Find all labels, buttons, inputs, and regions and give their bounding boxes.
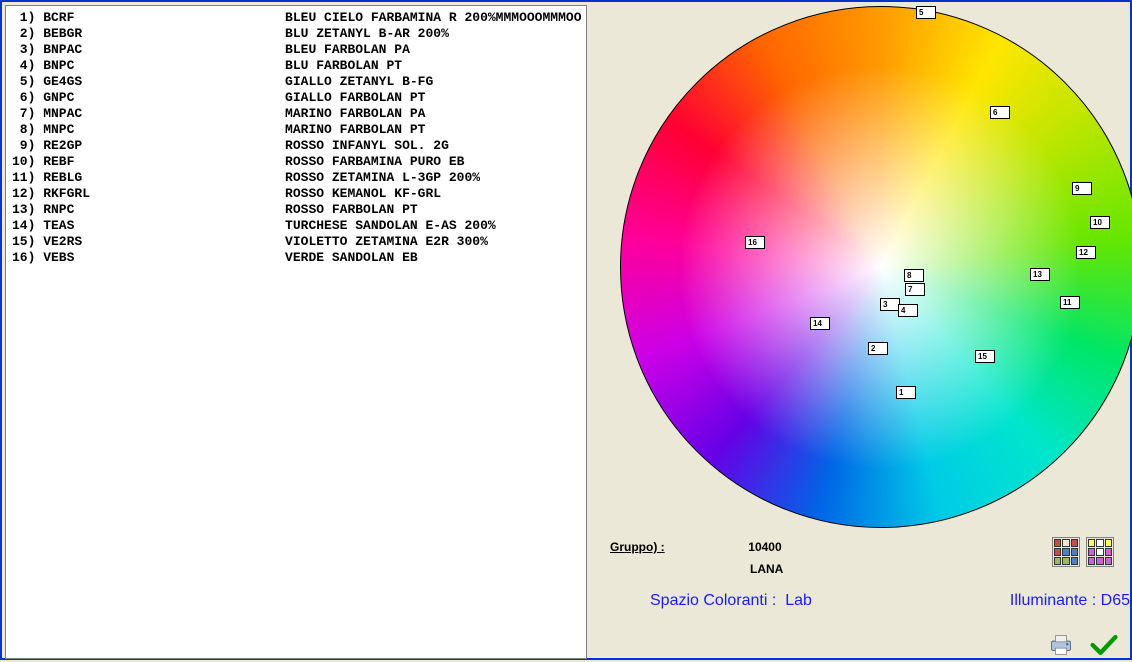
color-marker-8[interactable]: 8 [904,269,924,282]
color-list-row[interactable]: 3) BNPAC BLEU FARBOLAN PA [12,42,580,58]
color-list-row[interactable]: 7) MNPAC MARINO FARBOLAN PA [12,106,580,122]
color-list-row[interactable]: 6) GNPC GIALLO FARBOLAN PT [12,90,580,106]
color-wheel [620,6,1132,528]
color-list-row[interactable]: 8) MNPC MARINO FARBOLAN PT [12,122,580,138]
gruppo-value: 10400 [748,540,781,554]
color-list-panel: 1) BCRF BLEU CIELO FARBAMINA R 200%MMMOO… [5,5,587,659]
color-marker-4[interactable]: 4 [898,304,918,317]
color-marker-11[interactable]: 11 [1060,296,1080,309]
color-marker-9[interactable]: 9 [1072,182,1092,195]
color-list-row[interactable]: 4) BNPC BLU FARBOLAN PT [12,58,580,74]
color-space-line: Spazio Coloranti : Lab Illuminante : D65 [650,592,1130,610]
illuminante-label: Illuminante : [1010,592,1096,609]
color-list-row[interactable]: 12) RKFGRL ROSSO KEMANOL KF-GRL [12,186,580,202]
color-list-row[interactable]: 14) TEAS TURCHESE SANDOLAN E-AS 200% [12,218,580,234]
gruppo-label: Gruppo) : [610,540,665,554]
spazio-label: Spazio Coloranti : [650,592,776,609]
color-marker-14[interactable]: 14 [810,317,830,330]
color-list-row[interactable]: 5) GE4GS GIALLO ZETANYL B-FG [12,74,580,90]
color-list-row[interactable]: 2) BEBGR BLU ZETANYL B-AR 200% [12,26,580,42]
color-list-row[interactable]: 15) VE2RS VIOLETTO ZETAMINA E2R 300% [12,234,580,250]
color-list-row[interactable]: 11) REBLG ROSSO ZETAMINA L-3GP 200% [12,170,580,186]
color-marker-5[interactable]: 5 [916,6,936,19]
footer-info: Gruppo) : 10400 LANA [610,539,1126,576]
color-marker-1[interactable]: 1 [896,386,916,399]
color-marker-15[interactable]: 15 [975,350,995,363]
color-marker-7[interactable]: 7 [905,283,925,296]
color-wheel-panel: 12345678910111213141516 Gruppo) : 10400 … [590,2,1132,662]
color-list-row[interactable]: 10) REBF ROSSO FARBAMINA PURO EB [12,154,580,170]
color-marker-16[interactable]: 16 [745,236,765,249]
color-list-row[interactable]: 1) BCRF BLEU CIELO FARBAMINA R 200%MMMOO… [12,10,580,26]
color-marker-3[interactable]: 3 [880,298,900,311]
spazio-value: Lab [785,592,812,609]
color-marker-6[interactable]: 6 [990,106,1010,119]
color-marker-10[interactable]: 10 [1090,216,1110,229]
illuminante-value: D65 [1101,592,1130,609]
confirm-check-icon[interactable] [1090,634,1118,656]
color-marker-13[interactable]: 13 [1030,268,1050,281]
color-list-row[interactable]: 9) RE2GP ROSSO INFANYL SOL. 2G [12,138,580,154]
palette-icon-2[interactable] [1086,537,1114,567]
color-marker-2[interactable]: 2 [868,342,888,355]
palette-icon-1[interactable] [1052,537,1080,567]
color-list[interactable]: 1) BCRF BLEU CIELO FARBAMINA R 200%MMMOO… [12,10,580,266]
printer-icon[interactable] [1048,634,1074,656]
color-marker-12[interactable]: 12 [1076,246,1096,259]
color-list-row[interactable]: 13) RNPC ROSSO FARBOLAN PT [12,202,580,218]
color-list-row[interactable]: 16) VEBS VERDE SANDOLAN EB [12,250,580,266]
